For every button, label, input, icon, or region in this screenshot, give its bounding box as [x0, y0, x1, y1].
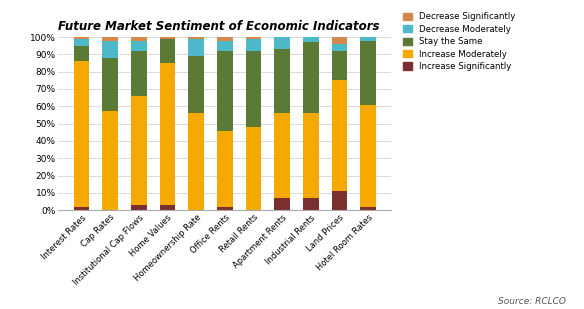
- Bar: [159, 205, 175, 210]
- Bar: [274, 113, 290, 198]
- Bar: [332, 44, 347, 51]
- Text: Future Market Sentiment of Economic Indicators: Future Market Sentiment of Economic Indi…: [58, 20, 380, 33]
- Bar: [188, 39, 204, 56]
- Bar: [303, 113, 319, 198]
- Bar: [246, 51, 262, 127]
- Bar: [102, 37, 118, 40]
- Bar: [188, 56, 204, 113]
- Bar: [274, 49, 290, 113]
- Bar: [360, 37, 376, 40]
- Bar: [246, 39, 262, 51]
- Bar: [217, 40, 233, 51]
- Text: Source: RCLCO: Source: RCLCO: [499, 297, 566, 306]
- Bar: [217, 37, 233, 40]
- Bar: [217, 207, 233, 210]
- Bar: [102, 40, 118, 58]
- Bar: [102, 58, 118, 112]
- Bar: [246, 37, 262, 39]
- Bar: [159, 63, 175, 205]
- Bar: [74, 61, 89, 207]
- Bar: [360, 40, 376, 104]
- Bar: [332, 51, 347, 80]
- Bar: [74, 46, 89, 61]
- Bar: [332, 191, 347, 210]
- Bar: [303, 198, 319, 210]
- Bar: [102, 112, 118, 210]
- Bar: [74, 39, 89, 46]
- Bar: [159, 39, 175, 63]
- Bar: [131, 51, 147, 96]
- Bar: [360, 104, 376, 207]
- Bar: [332, 37, 347, 44]
- Bar: [303, 37, 319, 42]
- Bar: [159, 37, 175, 39]
- Bar: [274, 37, 290, 49]
- Bar: [74, 37, 89, 39]
- Bar: [74, 207, 89, 210]
- Bar: [131, 96, 147, 205]
- Bar: [274, 198, 290, 210]
- Bar: [217, 51, 233, 130]
- Bar: [131, 37, 147, 40]
- Bar: [332, 80, 347, 191]
- Bar: [188, 37, 204, 39]
- Bar: [246, 127, 262, 210]
- Bar: [131, 40, 147, 51]
- Bar: [360, 207, 376, 210]
- Legend: Decrease Significantly, Decrease Moderately, Stay the Same, Increase Moderately,: Decrease Significantly, Decrease Moderat…: [401, 11, 517, 73]
- Bar: [217, 130, 233, 207]
- Bar: [303, 42, 319, 113]
- Bar: [188, 113, 204, 210]
- Bar: [131, 205, 147, 210]
